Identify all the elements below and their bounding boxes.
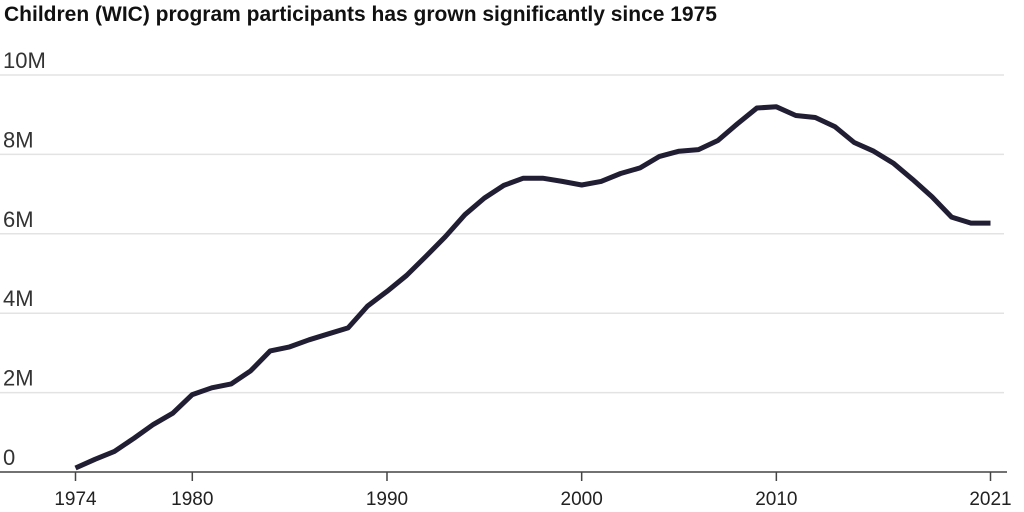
y-tick-label: 10M (3, 48, 46, 73)
chart-title: Children (WIC) program participants has … (4, 3, 717, 26)
x-tick-label: 1980 (171, 489, 213, 510)
x-axis-labels: 1974 1980 1990 2000 2010 2021 (54, 472, 1012, 510)
series-line (74, 104, 991, 471)
y-tick-label: 6M (3, 207, 34, 232)
gridlines (0, 74, 1004, 394)
series-layer (74, 104, 991, 471)
y-tick-label: 2M (3, 366, 34, 391)
y-tick-label: 4M (3, 286, 34, 311)
x-tick-label: 1974 (54, 489, 97, 510)
y-tick-label: 8M (3, 127, 34, 152)
x-tick-label: 1990 (366, 489, 408, 510)
x-tick-label: 2010 (755, 489, 797, 510)
x-tick-label: 2000 (561, 489, 603, 510)
y-axis-labels: 0 2M 4M 6M 8M 10M (3, 48, 46, 470)
y-tick-label: 0 (3, 445, 15, 470)
x-tick-label: 2021 (969, 489, 1011, 510)
